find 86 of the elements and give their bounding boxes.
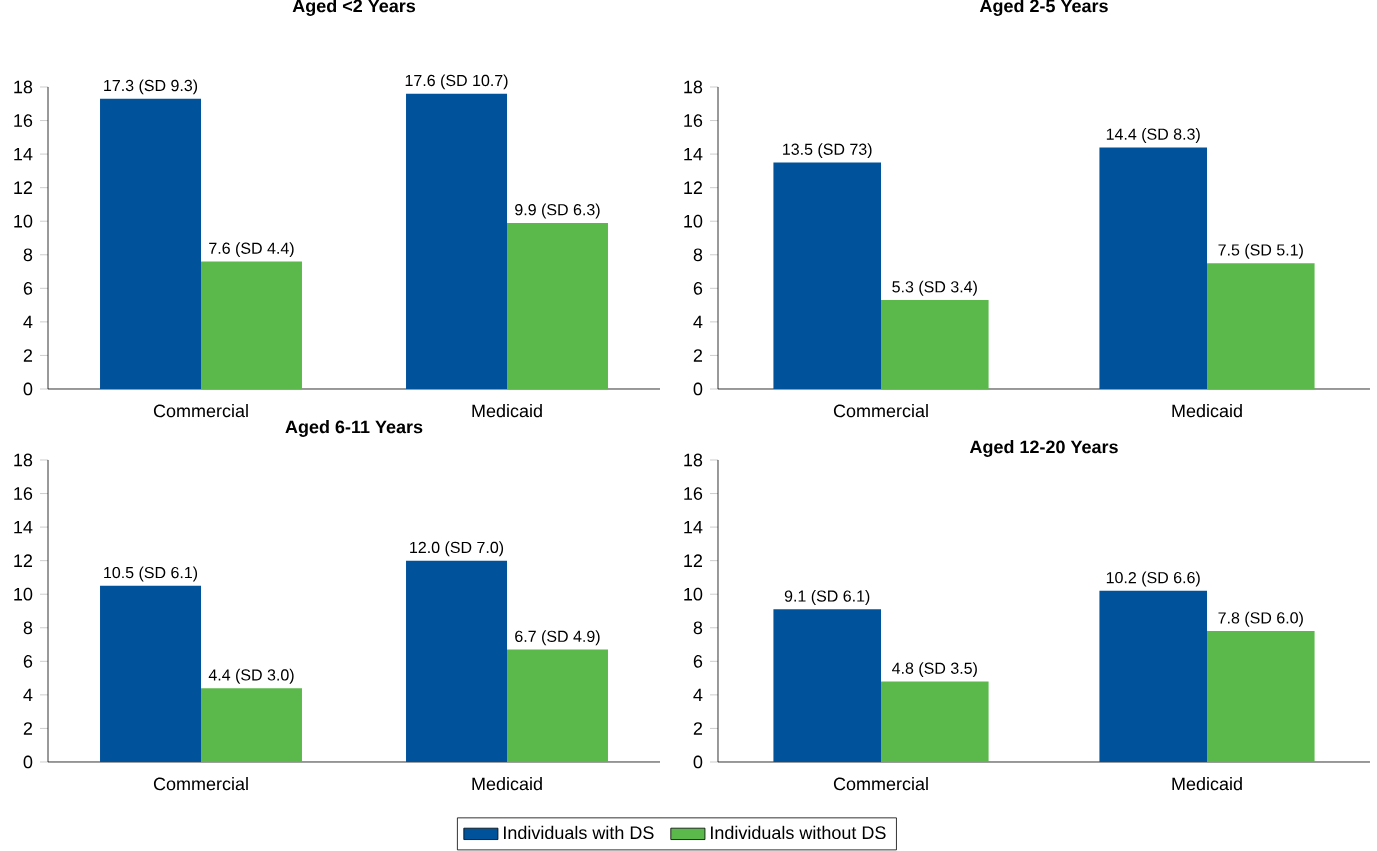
y-tick-label: 16 <box>684 114 703 127</box>
bar <box>1207 631 1315 762</box>
x-tick-label: Commercial <box>833 404 928 418</box>
data-label: 7.5 (SD 5.1) <box>1218 243 1303 259</box>
y-tick-label: 18 <box>14 453 33 467</box>
data-label: 10.2 (SD 6.6) <box>1106 571 1200 587</box>
x-tick-label: Medicaid <box>1172 404 1242 418</box>
chart-title: Aged 2-5 Years <box>979 0 1108 16</box>
y-tick-label: 0 <box>23 382 33 396</box>
data-label: 17.3 (SD 9.3) <box>104 79 198 95</box>
data-label: 4.8 (SD 3.5) <box>892 662 977 678</box>
x-tick-label: Medicaid <box>1172 777 1242 791</box>
y-tick-label: 16 <box>684 487 703 500</box>
legend-label: Individuals without DS <box>711 825 886 840</box>
y-tick-label: 2 <box>693 349 703 362</box>
x-tick-label: Medicaid <box>472 404 542 418</box>
y-tick-label: 16 <box>14 114 33 127</box>
bar <box>1099 590 1207 762</box>
chart-title: Aged 12-20 Years <box>969 440 1118 457</box>
y-tick-label: 10 <box>14 214 33 228</box>
y-tick-label: 10 <box>14 587 33 601</box>
y-tick-label: 0 <box>693 755 703 769</box>
y-tick-label: 14 <box>14 147 33 161</box>
bar <box>100 585 202 762</box>
y-tick-label: 18 <box>684 80 703 94</box>
bar <box>881 300 989 389</box>
y-tick-label: 16 <box>14 487 33 500</box>
y-tick-label: 6 <box>693 654 703 668</box>
y-tick-label: 8 <box>693 248 703 262</box>
y-tick-label: 2 <box>23 349 33 362</box>
y-tick-label: 4 <box>693 315 703 329</box>
data-label: 12.0 (SD 7.0) <box>410 541 504 557</box>
y-tick-label: 4 <box>693 688 703 702</box>
y-tick-label: 14 <box>684 520 703 534</box>
data-label: 14.4 (SD 8.3) <box>1106 128 1200 143</box>
y-tick-label: 10 <box>684 587 703 601</box>
y-tick-label: 0 <box>693 382 703 396</box>
y-tick-label: 8 <box>23 621 33 635</box>
chart-title: Aged <2 Years <box>292 0 416 16</box>
bar <box>507 649 608 762</box>
y-tick-label: 0 <box>23 755 33 769</box>
x-tick-label: Commercial <box>153 404 248 418</box>
y-tick-label: 2 <box>693 722 703 735</box>
bar <box>406 560 507 762</box>
bar <box>201 688 302 762</box>
data-label: 17.6 (SD 10.7) <box>405 74 508 90</box>
bar <box>773 162 881 389</box>
y-tick-label: 12 <box>14 554 33 567</box>
y-tick-label: 4 <box>23 688 33 702</box>
y-tick-label: 4 <box>23 315 33 329</box>
y-tick-label: 6 <box>23 281 33 295</box>
y-tick-label: 12 <box>14 181 33 194</box>
data-label: 13.5 (SD 73) <box>783 143 872 159</box>
y-tick-label: 6 <box>693 281 703 295</box>
y-tick-label: 6 <box>23 654 33 668</box>
data-label: 5.3 (SD 3.4) <box>892 280 977 296</box>
y-tick-label: 18 <box>684 453 703 467</box>
data-label: 7.8 (SD 6.0) <box>1218 611 1303 627</box>
bar <box>100 98 202 389</box>
y-tick-label: 2 <box>23 722 33 735</box>
legend-label: Individuals with DS <box>504 825 654 840</box>
data-label: 9.1 (SD 6.1) <box>784 589 870 605</box>
data-label: 9.9 (SD 6.3) <box>515 203 600 219</box>
y-tick-label: 8 <box>693 621 703 635</box>
y-tick-label: 10 <box>684 214 703 228</box>
chart-title: Aged 6-11 Years <box>285 420 423 437</box>
data-label: 4.4 (SD 3.0) <box>208 668 294 684</box>
x-tick-label: Medicaid <box>472 777 542 791</box>
bar <box>201 261 302 389</box>
y-tick-label: 12 <box>684 181 703 194</box>
bar <box>1207 263 1315 389</box>
x-tick-label: Commercial <box>153 777 248 791</box>
y-tick-label: 18 <box>14 80 33 94</box>
bar <box>1099 147 1207 389</box>
bar <box>881 681 989 762</box>
y-tick-label: 14 <box>14 520 33 534</box>
bar <box>507 222 608 389</box>
data-label: 6.7 (SD 4.9) <box>515 630 600 646</box>
data-label: 7.6 (SD 4.4) <box>209 242 294 258</box>
x-tick-label: Commercial <box>833 777 928 791</box>
y-tick-label: 8 <box>23 248 33 262</box>
bar <box>406 93 507 389</box>
bar <box>773 609 881 762</box>
y-tick-label: 14 <box>684 147 703 161</box>
y-tick-label: 12 <box>684 554 703 567</box>
data-label: 10.5 (SD 6.1) <box>104 566 198 582</box>
